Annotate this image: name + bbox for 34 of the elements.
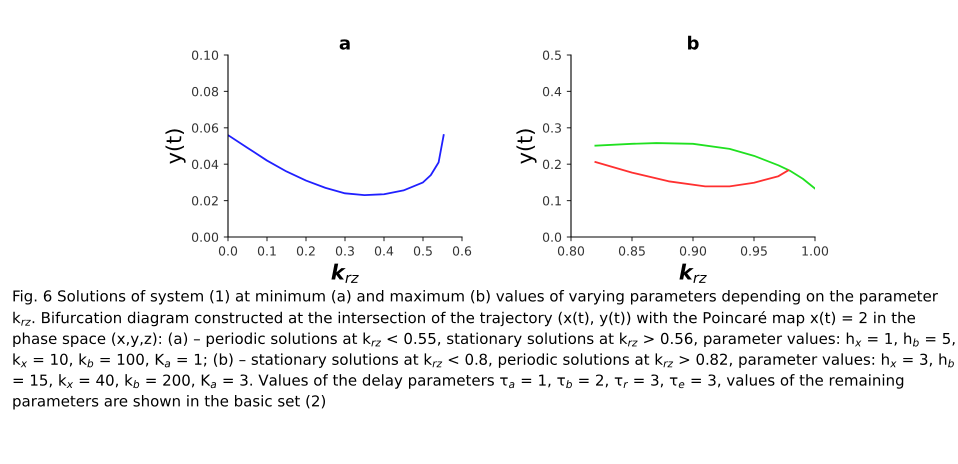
line-series xyxy=(594,142,815,190)
x-tick-label: 0.3 xyxy=(336,246,354,256)
x-tick-label: 0.95 xyxy=(740,246,767,256)
x-tick-label: 0.4 xyxy=(374,246,394,256)
y-tick-label: 0.02 xyxy=(192,196,218,206)
chart-title: b xyxy=(688,36,699,50)
x-axis-title: k$_{rz}$ xyxy=(331,264,359,283)
y-tick-label: 0.10 xyxy=(192,50,218,60)
y-axis-title: y(t) xyxy=(165,129,186,164)
x-tick-label: 0.6 xyxy=(452,246,472,256)
y-tick-label: 0.08 xyxy=(192,86,218,96)
y-tick-label: 0.1 xyxy=(542,196,561,206)
x-tick-label: 0.0 xyxy=(218,246,238,256)
y-tick-label: 0.3 xyxy=(542,123,561,133)
y-tick-label: 0.5 xyxy=(542,50,561,60)
y-tick-label: 0.4 xyxy=(542,86,562,96)
x-tick-label: 0.85 xyxy=(618,246,645,256)
x-tick-label: 0.5 xyxy=(414,246,432,256)
y-tick-label: 0.04 xyxy=(192,160,218,170)
y-tick-label: 0.00 xyxy=(192,232,218,242)
chart-title: a xyxy=(340,39,350,50)
text: Fig. 6 Solutions of system (1) at minimum (a) and maximum (b) values of varying parameters depending on the parameter k$_{rz}$. Bifurcation diagram constructed at the intersection of the trajectory (x(t), y(t)) with the Poincaré map x(t) = 2 in the phase space (x,y,z): (a) – periodic solutions at k$_{rz}$ < 0.55, stationary solutions at k$_{rz}$ > 0.56, parameter values: h$_{x}$ = 1, h$_{b}$ = 5, k$_{x}$ = 10, k$_{b}$ = 100, K$_{a}$ = 1; (b) – stationary solutions at k$_{rz}$ < 0.8, periodic solutions at k$_{rz}$ > 0.82, parameter values: h$_{x}$ = 3, h$_{b}$ = 15, k$_{x}$ = 40, k$_{b}$ = 200, K$_{a}$ = 3. Values of the delay parameters τ$_{a}$ = 1, τ$_{b}$ = 2, τ$_{r}$ = 3, τ$_{e}$ = 3, values of the remaining parameters are shown in the basic set (2) xyxy=(13,290,955,410)
x-tick-label: 0.90 xyxy=(680,246,706,256)
x-axis-title: k$_{rz}$ xyxy=(679,264,707,283)
line-series xyxy=(228,134,445,196)
y-tick-label: 0.2 xyxy=(542,160,561,170)
line-series xyxy=(594,161,790,188)
x-tick-label: 0.2 xyxy=(296,246,315,256)
y-axis-title: y(t) xyxy=(516,129,537,164)
x-tick-label: 0.80 xyxy=(558,246,584,256)
y-tick-label: 0.0 xyxy=(542,232,562,242)
x-tick-label: 0.1 xyxy=(258,246,276,256)
x-tick-label: 1.00 xyxy=(802,246,828,256)
y-tick-label: 0.06 xyxy=(192,123,218,133)
